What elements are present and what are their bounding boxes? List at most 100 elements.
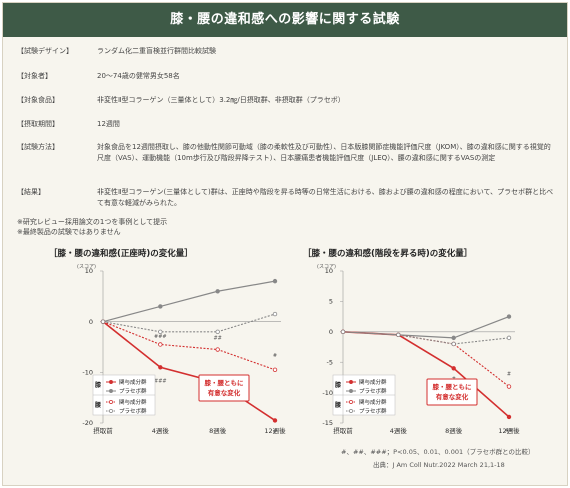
y-tick-label: -20 bbox=[82, 419, 93, 427]
data-point bbox=[451, 366, 456, 371]
data-point bbox=[506, 384, 512, 389]
data-point bbox=[506, 335, 512, 341]
info-label: 【試験デザイン】 bbox=[17, 47, 73, 55]
legend-marker bbox=[349, 380, 353, 384]
legend-label: 関与成分群 bbox=[119, 378, 147, 386]
info-label: 【試験方法】 bbox=[17, 143, 59, 151]
data-point bbox=[215, 329, 220, 334]
data-point bbox=[272, 418, 278, 423]
x-tick-label: 摂取前 bbox=[93, 426, 113, 435]
info-label: 【対象食品】 bbox=[17, 96, 59, 104]
x-tick-label: 8週後 bbox=[445, 426, 463, 435]
data-point bbox=[506, 414, 512, 420]
info-value: 非変性Ⅱ型コラーゲン（三量体として）3.2㎎/日摂取群、非摂取群（プラセボ） bbox=[97, 96, 345, 104]
significance-mark: ## bbox=[213, 335, 221, 341]
legend-marker bbox=[109, 389, 113, 393]
info-label: 【結果】 bbox=[17, 188, 45, 196]
callout-box bbox=[198, 374, 250, 402]
source-citation: 出典：J Am Coll Nutr.2022 March 21,1-18 bbox=[373, 461, 505, 469]
data-point bbox=[158, 304, 163, 309]
y-axis-unit: (スコア) bbox=[77, 264, 96, 270]
legend-marker bbox=[349, 409, 353, 413]
callout-text: 有意な変化 bbox=[436, 392, 469, 401]
callout-text: 膝・腰ともに bbox=[433, 382, 472, 391]
data-point bbox=[272, 311, 278, 317]
legend-joint-knee: 膝 bbox=[335, 381, 342, 389]
significance-mark: ### bbox=[154, 334, 167, 340]
y-tick-label: 0 bbox=[329, 328, 333, 336]
series-line bbox=[342, 331, 510, 345]
data-point bbox=[215, 289, 220, 294]
legend-joint-back: 腰 bbox=[94, 401, 101, 409]
series-line bbox=[342, 316, 510, 339]
data-point bbox=[272, 278, 278, 284]
series-line bbox=[102, 321, 276, 371]
data-point bbox=[158, 365, 163, 370]
legend-label: プラセボ群 bbox=[359, 407, 387, 415]
legend-marker bbox=[349, 400, 353, 404]
info-label: 【摂取期間】 bbox=[17, 120, 59, 128]
callout-box bbox=[426, 378, 478, 406]
info-value: 非変性Ⅱ型コラーゲン(三量体として)群は、正座時や階段を昇る時等の日常生活におけ… bbox=[97, 188, 554, 207]
y-tick-label: 0 bbox=[89, 318, 93, 326]
legend-marker bbox=[109, 380, 113, 384]
significance-mark: # bbox=[273, 353, 277, 359]
callout-text: 膝・腰ともに bbox=[205, 378, 244, 387]
info-label: 【対象者】 bbox=[17, 72, 52, 80]
significance-mark: # bbox=[273, 429, 277, 435]
data-point bbox=[272, 367, 278, 372]
info-value: 12週間 bbox=[97, 120, 120, 128]
page-title: 膝・腰の違和感への影響に関する試験 bbox=[3, 3, 567, 37]
data-point bbox=[100, 319, 106, 324]
chart-title: ［膝・腰の違和感(階段を昇る時)の変化量］ bbox=[303, 249, 473, 259]
y-tick-label: -10 bbox=[322, 389, 333, 397]
legend-label: 関与成分群 bbox=[119, 398, 147, 406]
significance-mark: ## bbox=[505, 428, 513, 434]
data-point bbox=[215, 347, 220, 352]
info-value: 20〜74歳の健常男女58名 bbox=[97, 72, 180, 80]
data-point bbox=[396, 332, 401, 338]
chart-seiza-plot: (スコア)100-10-20摂取前4週後8週後12週後############膝… bbox=[77, 264, 286, 435]
data-point bbox=[451, 341, 456, 347]
legend-joint-back: 腰 bbox=[334, 401, 341, 409]
x-tick-label: 摂取前 bbox=[333, 426, 353, 435]
chart-seiza: ［膝・腰の違和感(正座時)の変化量］ (スコア) 10 0 -10 -20 摂取前 4週後 8… bbox=[49, 247, 301, 437]
chart-title: ［膝・腰の違和感(正座時)の変化量］ bbox=[49, 249, 193, 259]
legend-label: プラセボ群 bbox=[359, 387, 387, 395]
legend-label: プラセボ群 bbox=[119, 407, 147, 415]
x-tick-label: 8週後 bbox=[209, 426, 227, 435]
info-value: 対象食品を12週間摂取し、膝の他動性関節可動域（膝の柔軟性及び可動性）、日本版膝… bbox=[97, 143, 551, 162]
note: ※最終製品の試験ではありません bbox=[17, 228, 121, 236]
legend-marker bbox=[109, 409, 113, 413]
significance-mark: ### bbox=[154, 378, 167, 384]
y-axis-unit: (スコア) bbox=[317, 264, 336, 270]
legend-marker bbox=[349, 389, 353, 393]
chart-stairs: ［膝・腰の違和感(階段を昇る時)の変化量］ (スコア) 10 5 0 -5 -10 -15 摂… bbox=[303, 247, 555, 437]
data-point bbox=[451, 335, 456, 341]
series-line bbox=[102, 313, 276, 333]
x-tick-label: 12週後 bbox=[498, 426, 520, 435]
significance-mark: # bbox=[507, 372, 511, 378]
notes: ※研究レビュー採用論文の1つを事例として提示 ※最終製品の試験ではありません bbox=[17, 217, 167, 237]
note: ※研究レビュー採用論文の1つを事例として提示 bbox=[17, 218, 168, 226]
y-tick-label: 5 bbox=[329, 298, 333, 306]
legend-label: 関与成分群 bbox=[359, 378, 387, 386]
x-tick-label: 4週後 bbox=[390, 426, 408, 435]
y-tick-label: -10 bbox=[82, 369, 93, 377]
y-tick-label: -15 bbox=[322, 419, 333, 427]
x-tick-label: 4週後 bbox=[152, 426, 170, 435]
x-tick-label: 12週後 bbox=[264, 426, 286, 435]
legend-joint-knee: 膝 bbox=[95, 381, 102, 389]
series-line bbox=[102, 280, 276, 323]
chart-stairs-plot: (スコア)1050-5-10-15摂取前4週後8週後12週後####膝腰関与成分… bbox=[317, 264, 520, 435]
info-value: ランダム化二重盲検並行群間比較試験 bbox=[97, 47, 216, 55]
legend-marker bbox=[109, 400, 113, 404]
data-point bbox=[506, 314, 512, 319]
significance-footnote: #、##、###；P<0.05、0.01、0.001（プラセボ群との比較） bbox=[341, 448, 535, 456]
legend-label: プラセボ群 bbox=[119, 387, 147, 395]
data-point bbox=[340, 329, 346, 334]
y-tick-label: 10 bbox=[85, 267, 93, 275]
data-point bbox=[158, 342, 163, 347]
legend-label: 関与成分群 bbox=[359, 398, 387, 406]
